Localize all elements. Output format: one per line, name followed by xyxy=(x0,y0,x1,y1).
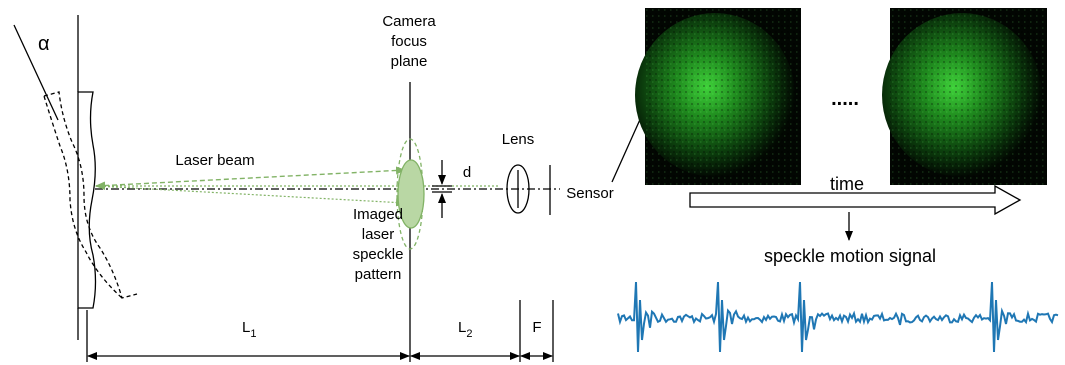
label-line: focus xyxy=(391,33,427,50)
diagram: α Laser beam Camera focus plane Imaged lase… xyxy=(0,0,1065,365)
l2-main: L xyxy=(458,319,466,336)
alpha-label: α xyxy=(38,33,50,55)
page: {"labels": { "alpha": "α", "camera_focus… xyxy=(0,0,1065,365)
l2-label: L2 xyxy=(458,319,472,340)
signal-label: speckle motion signal xyxy=(764,246,936,266)
label-line: speckle xyxy=(353,246,404,263)
label-line: pattern xyxy=(355,266,402,283)
tilt-line xyxy=(14,25,58,120)
beam-arrow xyxy=(96,170,405,186)
f-label: F xyxy=(532,319,541,336)
label-line: laser xyxy=(362,226,395,243)
surface xyxy=(78,92,96,308)
speckle-texture xyxy=(645,8,801,185)
laser-beam-label: Laser beam xyxy=(175,152,254,169)
sensor-label: Sensor xyxy=(566,185,614,202)
d-label: d xyxy=(463,164,471,181)
ellipsis: ..... xyxy=(831,88,859,110)
l2-sub: 2 xyxy=(466,328,472,340)
label-line: Camera xyxy=(382,13,436,30)
signal-trace xyxy=(618,282,1058,352)
time-label: time xyxy=(830,174,864,194)
label-line: Imaged xyxy=(353,206,403,223)
l1-sub: 1 xyxy=(250,328,256,340)
camera-focus-plane-label: Camera focus plane xyxy=(382,13,436,70)
l1-main: L xyxy=(242,319,250,336)
l1-label: L1 xyxy=(242,319,256,340)
speckle-texture xyxy=(890,8,1047,185)
label-line: plane xyxy=(391,53,428,70)
imaged-pattern-label: Imaged laser speckle pattern xyxy=(353,206,404,283)
lens-label: Lens xyxy=(502,131,535,148)
